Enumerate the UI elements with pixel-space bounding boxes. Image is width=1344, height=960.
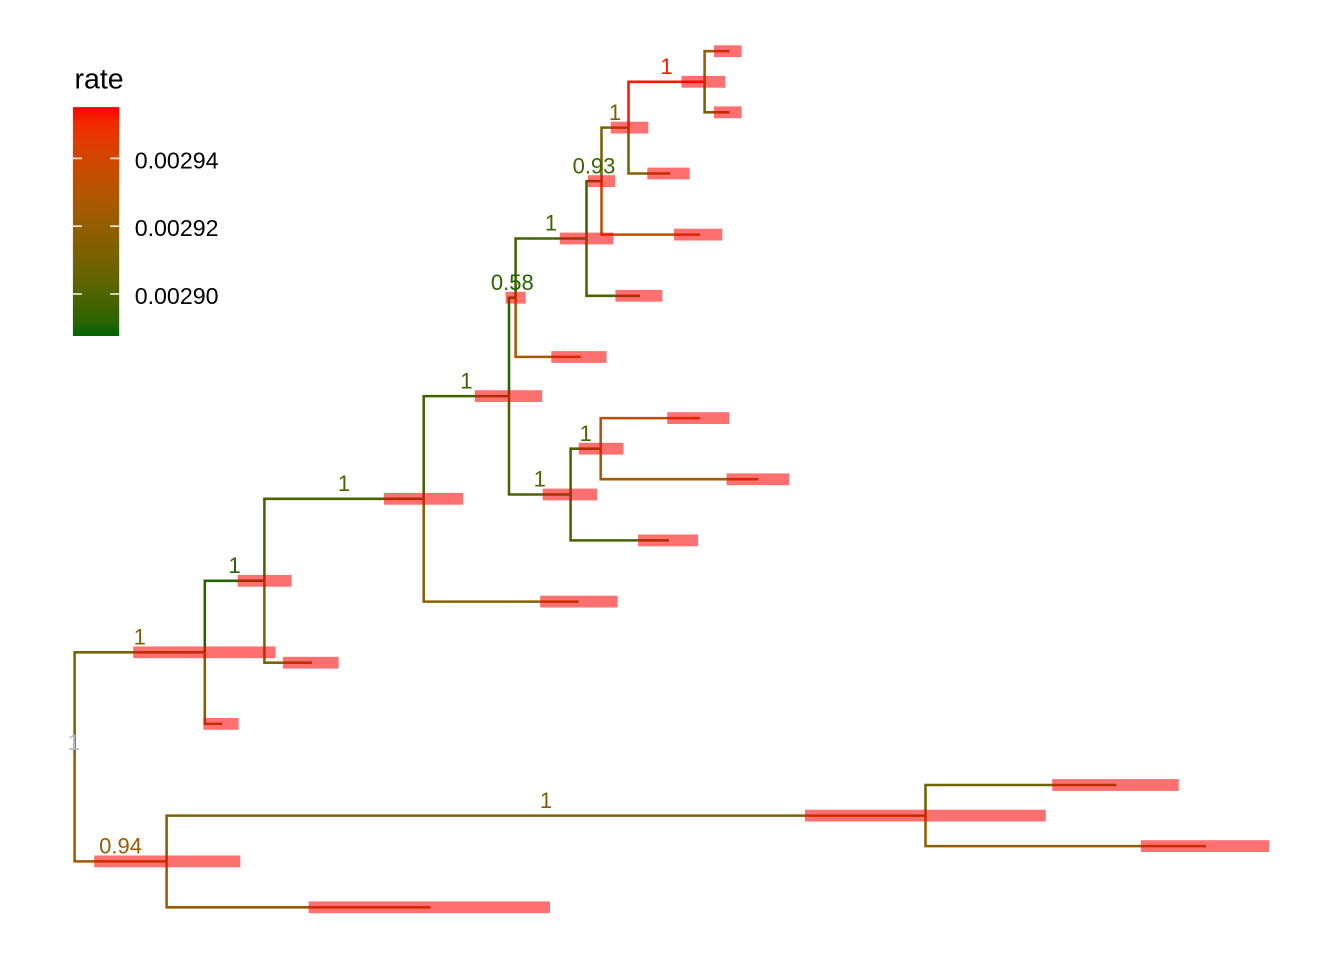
svg-text:1: 1: [580, 421, 592, 446]
svg-text:1: 1: [228, 553, 240, 578]
svg-text:0.58: 0.58: [491, 270, 534, 295]
svg-text:1: 1: [460, 368, 472, 393]
svg-text:1: 1: [609, 100, 621, 125]
svg-text:1: 1: [68, 730, 80, 755]
svg-text:1: 1: [545, 211, 557, 236]
svg-text:0.00290: 0.00290: [135, 283, 219, 309]
svg-text:1: 1: [134, 625, 146, 650]
svg-text:1: 1: [534, 467, 546, 492]
svg-text:0.93: 0.93: [573, 153, 616, 178]
svg-text:rate: rate: [75, 64, 124, 96]
svg-text:0.94: 0.94: [99, 834, 142, 859]
svg-text:0.00292: 0.00292: [135, 215, 219, 241]
svg-text:1: 1: [660, 54, 672, 79]
svg-text:1: 1: [338, 471, 350, 496]
svg-text:0.00294: 0.00294: [135, 147, 219, 173]
svg-text:1: 1: [540, 788, 552, 813]
